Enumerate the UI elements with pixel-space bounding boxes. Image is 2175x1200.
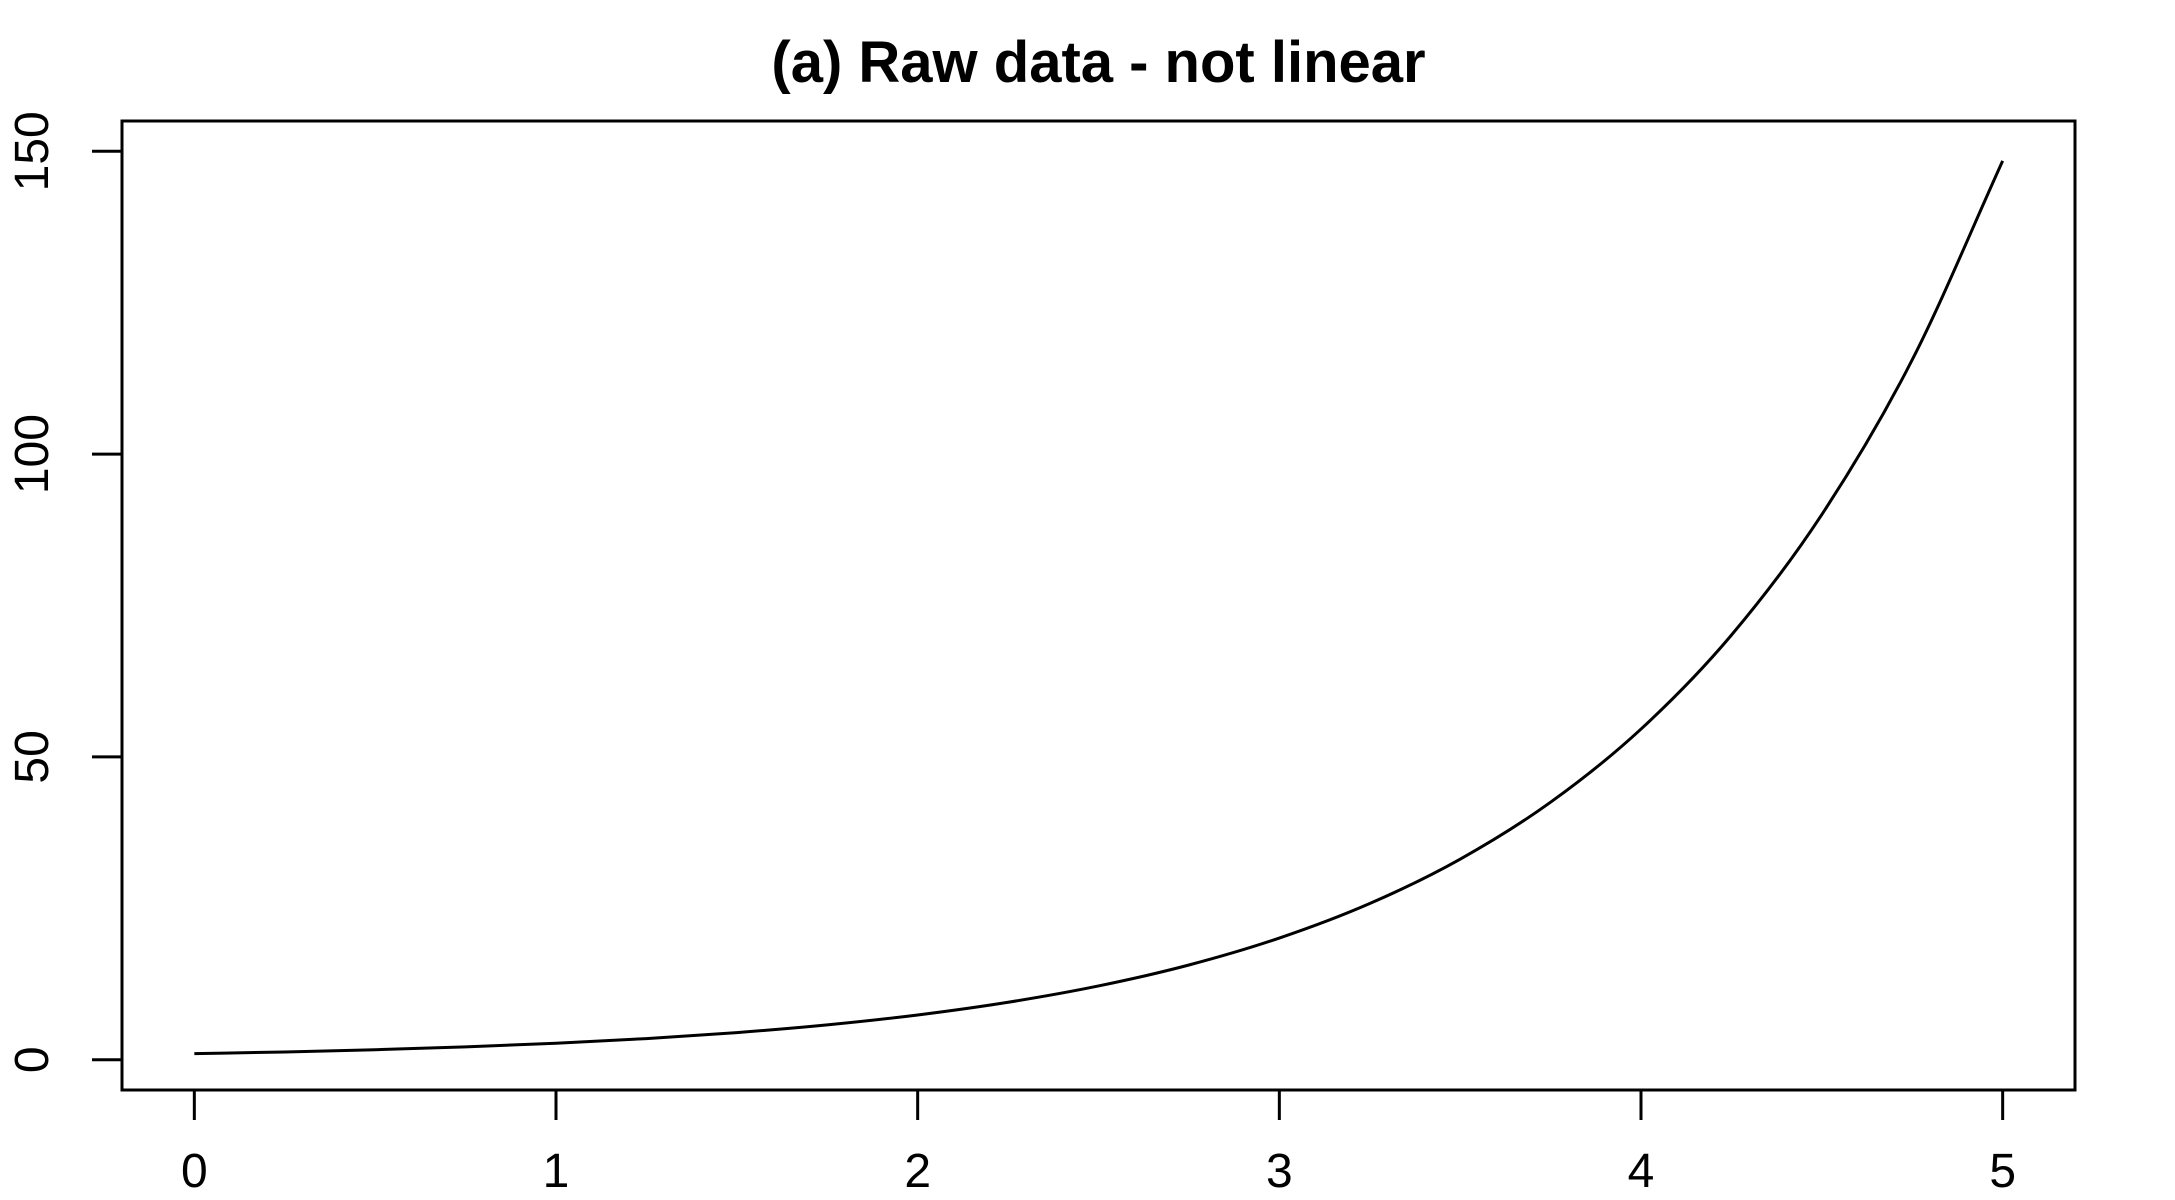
x-tick-label: 4: [1628, 1145, 1655, 1198]
plot-frame: [120, 119, 2077, 1092]
chart-title: (a) Raw data - not linear: [771, 30, 1425, 95]
x-axis: 0 1 2 3 4 5: [181, 1088, 2016, 1198]
x-tick-label: 1: [543, 1145, 570, 1198]
series-layer: [194, 160, 2005, 1056]
x-tick-label: 0: [181, 1145, 208, 1198]
y-tick-label: 0: [6, 1046, 59, 1073]
y-tick-label: 150: [6, 111, 59, 191]
y-tick-label: 100: [6, 414, 59, 494]
series-line: [194, 160, 2005, 1056]
y-axis: 0 50 100 150: [6, 111, 124, 1073]
x-tick-label: 5: [1989, 1145, 2016, 1198]
x-tick-label: 2: [904, 1145, 931, 1198]
y-tick-label: 50: [6, 730, 59, 783]
x-tick-label: 3: [1266, 1145, 1293, 1198]
